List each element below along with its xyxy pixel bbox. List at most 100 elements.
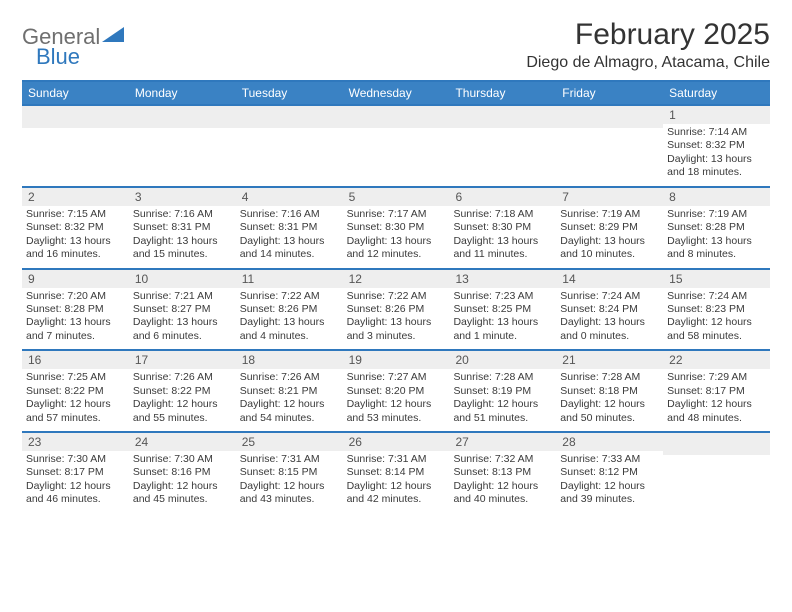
day-sunrise: Sunrise: 7:33 AM [560, 453, 659, 466]
day-d2: and 54 minutes. [240, 412, 339, 425]
week-row: 16Sunrise: 7:25 AMSunset: 8:22 PMDayligh… [22, 349, 770, 431]
day-sunset: Sunset: 8:31 PM [133, 221, 232, 234]
day-sunset: Sunset: 8:17 PM [667, 385, 766, 398]
day-number: 3 [135, 190, 230, 204]
day-number: 4 [242, 190, 337, 204]
daynum-bar: 2 [22, 188, 129, 206]
day-d2: and 10 minutes. [560, 248, 659, 261]
day-sunrise: Sunrise: 7:23 AM [453, 290, 552, 303]
day-sunset: Sunset: 8:26 PM [240, 303, 339, 316]
day-number: 14 [562, 272, 657, 286]
day-cell: 5Sunrise: 7:17 AMSunset: 8:30 PMDaylight… [343, 188, 450, 268]
daynum-bar: 16 [22, 351, 129, 369]
day-sunrise: Sunrise: 7:18 AM [453, 208, 552, 221]
day-d2: and 16 minutes. [26, 248, 125, 261]
day-sunset: Sunset: 8:15 PM [240, 466, 339, 479]
day-sunset: Sunset: 8:14 PM [347, 466, 446, 479]
day-cell: 19Sunrise: 7:27 AMSunset: 8:20 PMDayligh… [343, 351, 450, 431]
day-cell: 4Sunrise: 7:16 AMSunset: 8:31 PMDaylight… [236, 188, 343, 268]
day-cell: 11Sunrise: 7:22 AMSunset: 8:26 PMDayligh… [236, 270, 343, 350]
day-number: 27 [455, 435, 550, 449]
day-d1: Daylight: 12 hours [347, 398, 446, 411]
day-number: 9 [28, 272, 123, 286]
day-number: 5 [349, 190, 444, 204]
day-number: 21 [562, 353, 657, 367]
empty-day [236, 106, 343, 186]
daynum-bar [22, 106, 129, 128]
daynum-bar: 18 [236, 351, 343, 369]
day-number: 24 [135, 435, 230, 449]
day-sunrise: Sunrise: 7:14 AM [667, 126, 766, 139]
week-row: 1 Sunrise: 7:14 AMSunset: 8:32 PMDaylight… [22, 104, 770, 186]
day-cell: 15Sunrise: 7:24 AMSunset: 8:23 PMDayligh… [663, 270, 770, 350]
day-d1: Daylight: 13 hours [133, 316, 232, 329]
day-d1: Daylight: 13 hours [240, 235, 339, 248]
day-d1: Daylight: 13 hours [347, 316, 446, 329]
logo-blue-row: Blue [36, 44, 80, 70]
day-d2: and 45 minutes. [133, 493, 232, 506]
day-sunset: Sunset: 8:17 PM [26, 466, 125, 479]
day-d1: Daylight: 13 hours [453, 316, 552, 329]
day-number: 19 [349, 353, 444, 367]
day-d1: Daylight: 12 hours [26, 398, 125, 411]
day-number: 17 [135, 353, 230, 367]
day-sunset: Sunset: 8:28 PM [667, 221, 766, 234]
day-d1: Daylight: 13 hours [667, 153, 766, 166]
day-number: 7 [562, 190, 657, 204]
day-cell: 6Sunrise: 7:18 AMSunset: 8:30 PMDaylight… [449, 188, 556, 268]
daynum-bar: 1 [663, 106, 770, 124]
day-sunset: Sunset: 8:31 PM [240, 221, 339, 234]
empty-day [556, 106, 663, 186]
empty-day [129, 106, 236, 186]
empty-day [22, 106, 129, 186]
day-d1: Daylight: 13 hours [26, 235, 125, 248]
day-d2: and 57 minutes. [26, 412, 125, 425]
weekday-wednesday: Wednesday [343, 82, 450, 104]
day-d2: and 53 minutes. [347, 412, 446, 425]
month-title: February 2025 [526, 18, 770, 52]
day-d1: Daylight: 12 hours [133, 398, 232, 411]
day-sunrise: Sunrise: 7:21 AM [133, 290, 232, 303]
day-number: 2 [28, 190, 123, 204]
day-sunrise: Sunrise: 7:24 AM [667, 290, 766, 303]
daynum-bar: 15 [663, 270, 770, 288]
day-sunset: Sunset: 8:32 PM [667, 139, 766, 152]
daynum-bar: 14 [556, 270, 663, 288]
daynum-bar: 27 [449, 433, 556, 451]
daynum-bar: 12 [343, 270, 450, 288]
day-d1: Daylight: 13 hours [667, 235, 766, 248]
day-d2: and 6 minutes. [133, 330, 232, 343]
day-cell: 7Sunrise: 7:19 AMSunset: 8:29 PMDaylight… [556, 188, 663, 268]
daynum-bar: 19 [343, 351, 450, 369]
day-cell: 16Sunrise: 7:25 AMSunset: 8:22 PMDayligh… [22, 351, 129, 431]
day-number: 12 [349, 272, 444, 286]
day-d1: Daylight: 13 hours [560, 316, 659, 329]
day-sunrise: Sunrise: 7:29 AM [667, 371, 766, 384]
day-d1: Daylight: 12 hours [26, 480, 125, 493]
day-sunset: Sunset: 8:32 PM [26, 221, 125, 234]
day-cell: 23Sunrise: 7:30 AMSunset: 8:17 PMDayligh… [22, 433, 129, 513]
day-sunset: Sunset: 8:30 PM [347, 221, 446, 234]
day-cell: 24Sunrise: 7:30 AMSunset: 8:16 PMDayligh… [129, 433, 236, 513]
day-d2: and 42 minutes. [347, 493, 446, 506]
day-d2: and 11 minutes. [453, 248, 552, 261]
weeks-container: 1Sunrise: 7:14 AMSunset: 8:32 PMDaylight… [22, 104, 770, 513]
day-d2: and 7 minutes. [26, 330, 125, 343]
day-cell: 18Sunrise: 7:26 AMSunset: 8:21 PMDayligh… [236, 351, 343, 431]
day-d1: Daylight: 12 hours [240, 480, 339, 493]
daynum-bar: 3 [129, 188, 236, 206]
daynum-bar: 25 [236, 433, 343, 451]
day-sunset: Sunset: 8:19 PM [453, 385, 552, 398]
day-d2: and 4 minutes. [240, 330, 339, 343]
day-sunset: Sunset: 8:16 PM [133, 466, 232, 479]
weekday-thursday: Thursday [449, 82, 556, 104]
day-d1: Daylight: 13 hours [26, 316, 125, 329]
day-number: 11 [242, 272, 337, 286]
day-number: 1 [669, 108, 764, 122]
day-d1: Daylight: 13 hours [347, 235, 446, 248]
day-sunrise: Sunrise: 7:30 AM [26, 453, 125, 466]
day-d2: and 48 minutes. [667, 412, 766, 425]
day-d1: Daylight: 12 hours [667, 316, 766, 329]
day-cell: 14Sunrise: 7:24 AMSunset: 8:24 PMDayligh… [556, 270, 663, 350]
day-d1: Daylight: 13 hours [133, 235, 232, 248]
